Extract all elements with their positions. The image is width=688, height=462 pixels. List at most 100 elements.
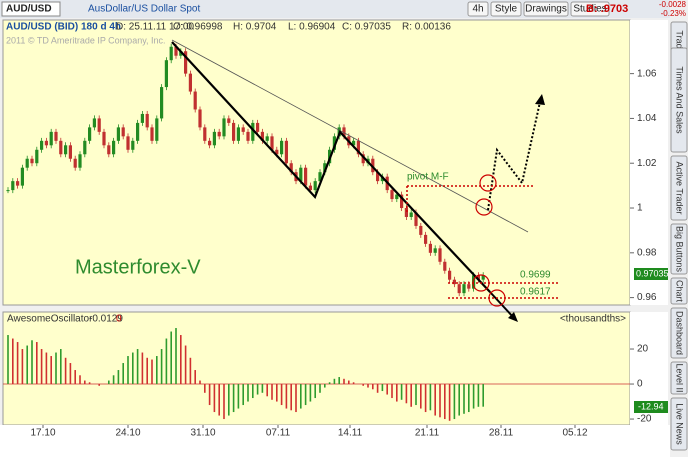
price-tick-label: 0.96 — [637, 292, 657, 303]
osc-bar — [453, 384, 456, 420]
osc-bar — [477, 384, 480, 407]
candle — [467, 284, 471, 289]
osc-bar — [376, 384, 379, 393]
osc-bar — [117, 370, 120, 385]
circles — [472, 174, 506, 307]
candle — [443, 261, 447, 271]
candle — [404, 208, 408, 217]
osc-name: AwesomeOscillator — [7, 314, 93, 325]
toolbar-button[interactable] — [523, 1, 569, 17]
osc-bar — [463, 384, 465, 414]
osc-bar — [45, 352, 48, 385]
side-tab[interactable] — [670, 361, 688, 395]
candle — [64, 145, 68, 155]
symbol[interactable]: AUD/USD — [6, 4, 52, 15]
candle — [68, 145, 72, 159]
osc-bar — [88, 382, 91, 385]
price-tick-label: 1.06 — [637, 68, 657, 79]
candle — [428, 243, 432, 253]
osc-tick-label: 20 — [637, 344, 649, 355]
candle — [380, 176, 384, 182]
osc-bar — [79, 375, 81, 385]
candle — [59, 140, 63, 155]
side-tab[interactable] — [670, 47, 688, 153]
side-tab[interactable] — [670, 155, 688, 221]
candle — [438, 248, 442, 262]
osc-bar — [242, 384, 244, 406]
osc-bar — [146, 357, 148, 385]
side-tab-label[interactable]: Active Trader — [675, 161, 685, 214]
osc-bar — [175, 328, 177, 385]
side-tab-label[interactable]: Chart — [675, 280, 685, 303]
button-label[interactable]: Style — [495, 4, 518, 15]
osc-bar — [429, 384, 432, 411]
candle — [25, 158, 29, 168]
candle — [126, 136, 130, 150]
toolbar-button[interactable] — [570, 1, 610, 17]
candle — [155, 118, 159, 141]
osc-bar — [189, 357, 192, 385]
symbol-box[interactable] — [1, 1, 61, 17]
price-tick-label: 0.98 — [637, 247, 657, 258]
price-axis — [630, 20, 668, 305]
candle — [284, 140, 288, 164]
toolbar-button[interactable] — [490, 1, 522, 17]
candle — [20, 167, 24, 186]
side-tab-label[interactable]: Trade — [675, 30, 685, 53]
candle — [6, 190, 10, 192]
osc-bar — [309, 384, 312, 402]
candle — [88, 127, 92, 141]
button-label[interactable]: Studies — [573, 4, 606, 15]
side-tab-label[interactable]: Level II — [675, 363, 685, 392]
side-tab[interactable] — [670, 397, 688, 451]
candle — [352, 140, 356, 146]
button-label[interactable]: 4h — [472, 4, 483, 15]
candle — [424, 234, 428, 244]
osc-bar — [271, 384, 273, 400]
osc-bar — [127, 356, 129, 385]
osc-bar — [26, 345, 28, 385]
osc-bar — [55, 352, 57, 385]
side-tab[interactable] — [670, 223, 688, 275]
osc-bar — [60, 349, 62, 385]
osc-bar — [160, 349, 163, 385]
osc-bar — [381, 384, 384, 392]
candle — [54, 131, 58, 141]
candle — [236, 127, 240, 141]
osc-bar — [141, 352, 144, 385]
candle — [481, 275, 485, 280]
side-tab-label[interactable]: Times And Sales — [675, 66, 685, 134]
osc-bar — [319, 384, 321, 393]
levels — [406, 185, 558, 299]
osc-param: 0 — [116, 314, 122, 325]
candle — [280, 140, 284, 155]
candle — [169, 46, 173, 61]
osc-bar — [333, 378, 336, 385]
osc-bar — [208, 384, 211, 406]
button-label[interactable]: Drawings — [525, 4, 567, 15]
side-tab[interactable] — [670, 307, 688, 359]
candle — [136, 122, 140, 141]
side-tab[interactable] — [670, 277, 688, 305]
osc-bar — [84, 380, 86, 385]
side-tab-label[interactable]: Live News — [675, 403, 685, 445]
time-label: 24.10 — [115, 428, 140, 439]
candle — [107, 145, 111, 155]
osc-bar — [261, 384, 264, 393]
trend-line — [171, 39, 529, 233]
candle — [457, 284, 461, 294]
time-label: 31.10 — [190, 428, 215, 439]
candle — [251, 122, 255, 141]
description-link[interactable]: AusDollar/US Dollar Spot — [88, 4, 200, 15]
osc-bar — [415, 384, 417, 406]
level-label: 0.9617 — [520, 287, 551, 298]
time-label: 17.10 — [30, 428, 55, 439]
osc-last-box — [634, 401, 668, 413]
toolbar-button[interactable] — [467, 1, 489, 17]
candle — [208, 140, 212, 146]
side-tab-label[interactable]: Big Buttons — [675, 226, 685, 273]
osc-bar — [448, 384, 451, 421]
osc-bar — [276, 384, 278, 402]
osc-bar — [36, 342, 38, 385]
side-tab-label[interactable]: Dashboard — [675, 311, 685, 355]
